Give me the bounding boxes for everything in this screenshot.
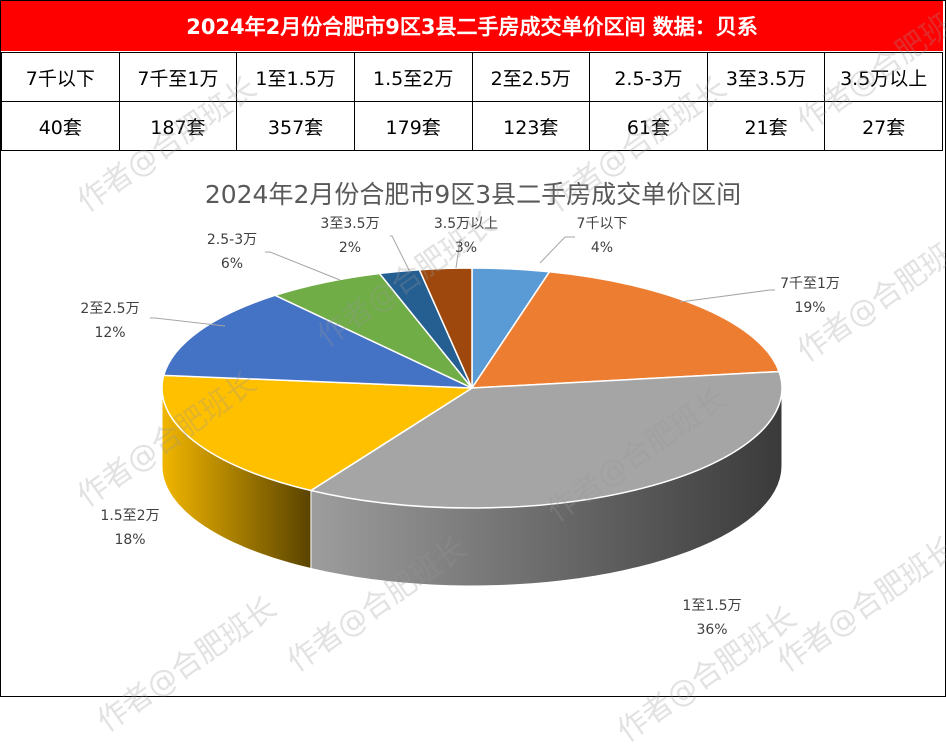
- table-value-cell: 61套: [589, 101, 708, 151]
- price-range-table: 7千以下 7千至1万 1至1.5万 1.5至2万 2至2.5万 2.5-3万 3…: [1, 52, 943, 151]
- slice-category-label: 7千以下: [577, 216, 628, 232]
- slice-category-label: 3.5万以上: [434, 216, 498, 232]
- table-value-cell: 40套: [1, 101, 120, 151]
- table-value-row: 40套 187套 357套 179套 123套 61套 21套 27套: [1, 101, 943, 151]
- leader-line: [150, 317, 226, 327]
- slice-category-label: 3至3.5万: [320, 216, 379, 232]
- table-value-cell: 179套: [353, 101, 473, 151]
- table-header-cell: 3.5万以上: [824, 52, 943, 102]
- slice-category-label: 1.5至2万: [100, 508, 159, 524]
- pie-slice: [162, 294, 473, 389]
- slice-percent-label: 3%: [455, 240, 477, 256]
- slice-percent-label: 19%: [794, 300, 825, 316]
- slice-category-label: 2.5-3万: [207, 232, 257, 248]
- chart-title: 2024年2月份合肥市9区3县二手房成交单价区间: [204, 180, 742, 209]
- slice-category-label: 7千至1万: [780, 276, 840, 292]
- pie-chart: 7千以下 4% 7千至1万 19% 1至1.5万 36% 1.5至2万 18% 2至2.5万 12…: [80, 216, 840, 638]
- pie-slice: [470, 271, 781, 389]
- table-value-cell: 123套: [471, 101, 591, 151]
- pie-slice: [161, 374, 475, 492]
- slice-percent-label: 4%: [591, 240, 613, 256]
- table-value-cell: 27套: [824, 101, 943, 151]
- pie-slice: [418, 267, 473, 389]
- leader-line: [390, 235, 411, 273]
- table-header-cell: 1至1.5万: [236, 52, 355, 102]
- slice-percent-label: 2%: [339, 240, 361, 256]
- table-header-cell: 3至3.5万: [706, 52, 826, 102]
- table-value-cell: 21套: [706, 101, 826, 151]
- leader-line: [265, 251, 341, 281]
- slice-percent-label: 12%: [94, 325, 125, 341]
- leader-line: [679, 289, 775, 303]
- slice-percent-label: 36%: [696, 622, 727, 638]
- pie-slice: [309, 370, 783, 509]
- leader-line: [455, 239, 462, 269]
- table-title: 2024年2月份合肥市9区3县二手房成交单价区间 数据：贝系: [1, 1, 943, 51]
- table-header-cell: 7千以下: [1, 52, 120, 102]
- slice-percent-label: 6%: [221, 256, 243, 272]
- table-value-cell: 357套: [236, 101, 355, 151]
- slice-category-label: 1至1.5万: [682, 598, 741, 614]
- table-header-row: 7千以下 7千至1万 1至1.5万 1.5至2万 2至2.5万 2.5-3万 3…: [1, 52, 943, 102]
- slice-percent-label: 18%: [114, 532, 145, 548]
- pie-slice: [273, 272, 473, 389]
- table-header-cell: 2至2.5万: [471, 52, 591, 102]
- leader-line: [539, 236, 575, 264]
- table-value-cell: 187套: [118, 101, 238, 151]
- slice-category-label: 2至2.5万: [80, 301, 139, 317]
